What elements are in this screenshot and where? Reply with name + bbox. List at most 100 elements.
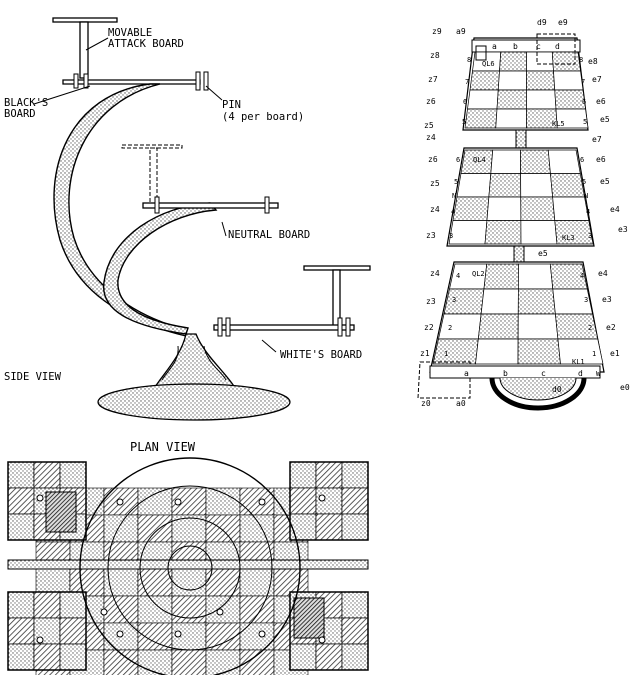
attack-board-outline [7,461,87,541]
rank-label-right: 5 [582,178,586,186]
kl-marker-upper: KL5 [552,120,565,128]
level-label-right: e4 [610,205,620,214]
level-label-right: e3 [618,225,628,234]
base-ring [107,485,273,651]
label-pin: PIN [222,99,241,111]
attack-board-square [33,591,61,619]
attack-board-square [341,617,369,645]
plan-square [171,595,207,624]
board-square [496,89,527,110]
board-square [452,196,490,221]
board-square [517,288,556,315]
coord-label-top: e9 [558,18,568,27]
attack-board-square [59,461,87,489]
attack-board-square [341,591,369,619]
attack-board-square [341,643,369,671]
board-square [520,220,558,245]
rank-label-left: 1 [444,350,448,358]
side-view: MOVABLE ATTACK BOARD BLACK'S BOARD PIN (… [4,17,371,421]
attack-board-square [341,513,369,541]
board-square [486,196,522,221]
label-attack-board: ATTACK BOARD [108,38,184,50]
board-square [517,313,559,340]
pin [36,636,44,644]
pin [258,498,266,506]
pin [100,608,108,616]
label-pin-count: (4 per board) [222,111,304,123]
board-square [490,149,521,174]
rank-label-left: 5 [462,118,466,126]
board-square [456,173,492,198]
board-square [526,51,554,72]
level-label-left: z3 [426,231,436,240]
level-label-right: e6 [596,97,606,106]
neutral-board [142,196,279,214]
stand-base [97,333,291,421]
attack-board-outline [7,591,87,671]
plan-square [103,595,139,624]
rank-label-right: 4 [580,272,584,280]
attack-board-square [341,461,369,489]
coord-label-mid: e5 [538,249,548,258]
board-square [499,51,527,72]
level-label-left: z4 [430,269,440,278]
whites-attack-board [303,265,371,327]
attack-board-square [315,513,343,541]
rank-label-right: 2 [588,324,592,332]
pin [36,494,44,502]
attack-board-square [59,617,87,645]
board-square [555,108,589,129]
kl-marker-mid: KL3 [562,234,575,242]
board-square [483,263,519,290]
attack-board-square [315,643,343,671]
level-label-left: z8 [430,51,440,60]
base-ring [139,517,241,619]
level-label-right: e1 [610,349,620,358]
board-square [443,288,485,315]
pin [116,498,124,506]
attack-board-square [59,643,87,671]
upper-connector [515,129,527,149]
base-ring [79,457,301,675]
pin [174,498,182,506]
attack-board-square [315,461,343,489]
attack-board-square [7,591,35,619]
level-label-right: e3 [602,295,612,304]
whites-board [213,317,355,337]
attack-board-square [7,643,35,671]
coord-label-bottom: z0 [421,399,431,408]
board-square [495,108,527,129]
label-blacks: BLACK'S [4,97,48,109]
ql-marker-upper: QL6 [482,60,495,68]
board-square [448,220,488,245]
plan-square [137,649,173,675]
rank-label-left: 6 [463,98,467,106]
level-label-right: e5 [600,115,610,124]
pin [216,608,224,616]
base-ring [167,545,213,591]
neutral-level-board [446,147,595,247]
rank-label-right: 5 [583,118,587,126]
file-label-bottom: d [578,369,583,378]
board-square [526,89,557,110]
level-label-right: e7 [592,75,602,84]
leader-pin [205,85,223,101]
board-square [526,70,556,91]
plan-square [239,514,275,543]
label-blacks-board: BOARD [4,108,36,120]
file-label-bottom: c [541,369,546,378]
board-square [469,70,500,91]
rank-label-left: 7 [465,78,469,86]
file-label-top: d [555,42,560,51]
board-square [518,263,554,290]
board-square [520,196,556,221]
file-label-bottom: b [503,369,508,378]
level-label-left: z1 [420,349,430,358]
board-square [551,51,581,72]
ql-marker-low: QL2 [472,270,485,278]
attack-board-square [7,487,35,515]
attack-board-square [289,461,317,489]
rank-label-right: 1 [592,350,596,358]
plan-square [171,568,207,597]
